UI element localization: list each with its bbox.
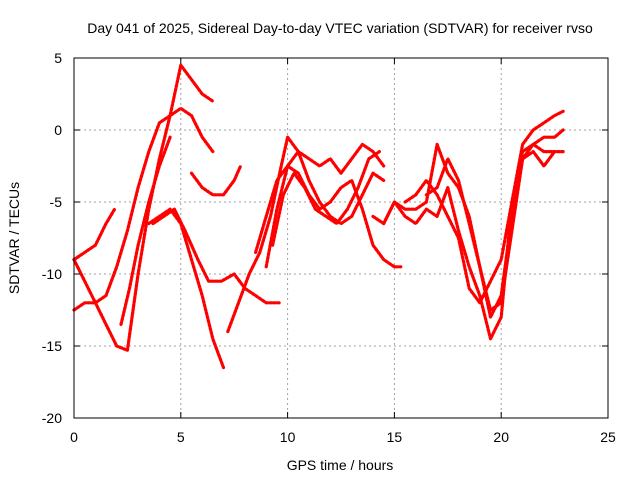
x-axis-label: GPS time / hours [287,457,394,473]
x-tick-label: 25 [600,429,616,445]
y-axis-label: SDTVAR / TECUs [6,182,22,294]
series-line-trace-c [72,207,117,262]
x-tick-label: 10 [280,429,296,445]
y-tick-label: -15 [42,338,62,354]
series-line-trace-j [264,142,386,269]
tick-layer: 0 5 10 15 20 25 5 0 -5 -10 -15 -20 [42,50,616,445]
x-tick-label: 15 [387,429,403,445]
y-tick-label: -20 [42,410,62,426]
series-line-trace-h [226,135,386,334]
series-layer [72,63,565,370]
x-tick-label: 20 [493,429,509,445]
y-tick-label: 5 [54,50,62,66]
plot-frame [73,57,609,419]
chart-title: Day 041 of 2025, Sidereal Day-to-day VTE… [87,20,593,36]
series-line-trace-d [119,135,172,326]
series-line-trace-b [72,63,215,352]
series-line-trace-f [151,207,281,305]
series-line-trace-a [72,106,215,312]
series-line-trace-l [382,109,565,341]
y-tick-label: -10 [42,266,62,282]
x-tick-label: 0 [70,429,78,445]
y-tick-label: -5 [50,194,63,210]
series-line-trace-e [147,207,226,370]
series-line-trace-o [424,150,557,312]
series-line-trace-g [189,164,243,197]
series-line-trace-i [254,164,403,269]
grid [74,58,608,418]
y-tick-label: 0 [54,122,62,138]
x-tick-label: 5 [177,429,185,445]
series-line-trace-k [271,150,381,247]
